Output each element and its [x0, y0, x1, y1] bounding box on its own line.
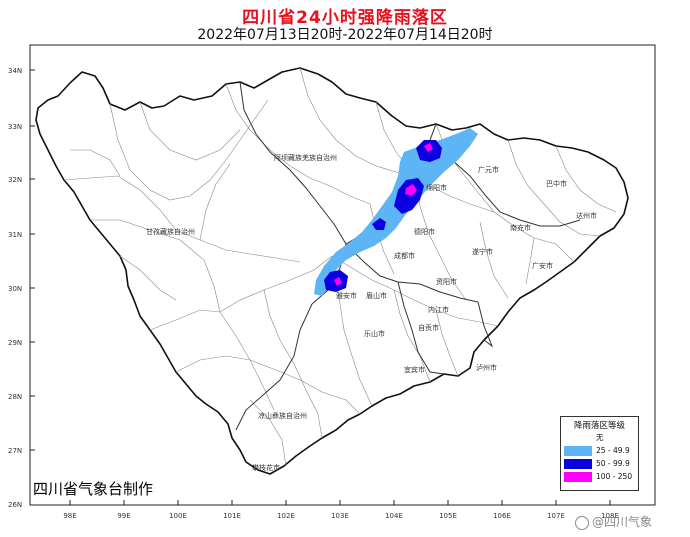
lon-label: 98E	[63, 512, 76, 520]
watermark: @四川气象	[575, 513, 652, 530]
legend-item: 50 - 99.9	[564, 457, 638, 470]
lat-label: 32N	[8, 176, 22, 184]
watermark-text: @四川气象	[592, 515, 653, 529]
lat-label: 27N	[8, 447, 22, 455]
region-label: 自贡市	[418, 323, 439, 332]
region-label: 攀枝花市	[252, 463, 280, 472]
region-label: 遂宁市	[472, 247, 493, 256]
weibo-icon	[575, 515, 589, 530]
legend-label: 50 - 99.9	[596, 459, 630, 468]
region-label: 成都市	[394, 251, 415, 260]
legend-item: 无	[564, 431, 638, 444]
lat-label: 26N	[8, 501, 22, 509]
region-label: 巴中市	[546, 179, 567, 188]
legend-item: 25 - 49.9	[564, 444, 638, 457]
region-label: 凉山彝族自治州	[258, 411, 307, 420]
legend: 降雨落区等级 无 25 - 49.9 50 - 99.9 100 - 250	[560, 416, 639, 491]
lat-label: 33N	[8, 123, 22, 131]
lat-label: 30N	[8, 285, 22, 293]
legend-swatch	[564, 432, 592, 443]
region-label: 广元市	[478, 165, 499, 174]
legend-swatch	[564, 471, 592, 482]
region-label: 广安市	[532, 261, 553, 270]
lon-label: 100E	[169, 512, 187, 520]
region-label: 眉山市	[366, 291, 387, 300]
legend-title: 降雨落区等级	[573, 421, 625, 431]
lon-label: 102E	[277, 512, 295, 520]
legend-label: 100 - 250	[596, 472, 633, 481]
region-label: 乐山市	[364, 329, 385, 338]
legend-item: 100 - 250	[564, 470, 638, 483]
legend-swatch	[564, 445, 592, 456]
lon-label: 107E	[547, 512, 565, 520]
region-label: 德阳市	[414, 227, 435, 236]
lon-label: 104E	[385, 512, 403, 520]
region-label: 绵阳市	[426, 183, 447, 192]
legend-label: 25 - 49.9	[596, 446, 630, 455]
region-label: 宜宾市	[404, 365, 425, 374]
region-label: 泸州市	[476, 363, 497, 372]
maker-credit: 四川省气象台制作	[33, 480, 154, 498]
lon-label: 101E	[223, 512, 241, 520]
lat-label: 34N	[8, 67, 22, 75]
region-label: 甘孜藏族自治州	[146, 227, 195, 236]
lon-label: 108E	[601, 512, 619, 520]
region-label: 内江市	[428, 305, 449, 314]
axis-ticks	[30, 69, 611, 505]
lon-label: 103E	[331, 512, 349, 520]
lat-label: 28N	[8, 393, 22, 401]
rainfall-area-100	[334, 143, 433, 286]
rainfall-area-25	[314, 128, 478, 296]
region-label: 资阳市	[436, 277, 457, 286]
region-label: 阿坝藏族羌族自治州	[274, 153, 337, 162]
legend-label: 无	[596, 433, 604, 442]
lon-label: 99E	[117, 512, 130, 520]
region-label: 南充市	[510, 223, 531, 232]
lon-label: 105E	[439, 512, 457, 520]
region-label: 雅安市	[336, 291, 357, 300]
legend-swatch	[564, 458, 592, 469]
lat-label: 31N	[8, 231, 22, 239]
map-subtitle: 2022年07月13日20时-2022年07月14日20时	[197, 27, 493, 43]
lat-label: 29N	[8, 339, 22, 347]
map-title: 四川省24小时强降雨落区	[242, 8, 448, 28]
lon-label: 106E	[493, 512, 511, 520]
region-label: 达州市	[576, 211, 597, 220]
